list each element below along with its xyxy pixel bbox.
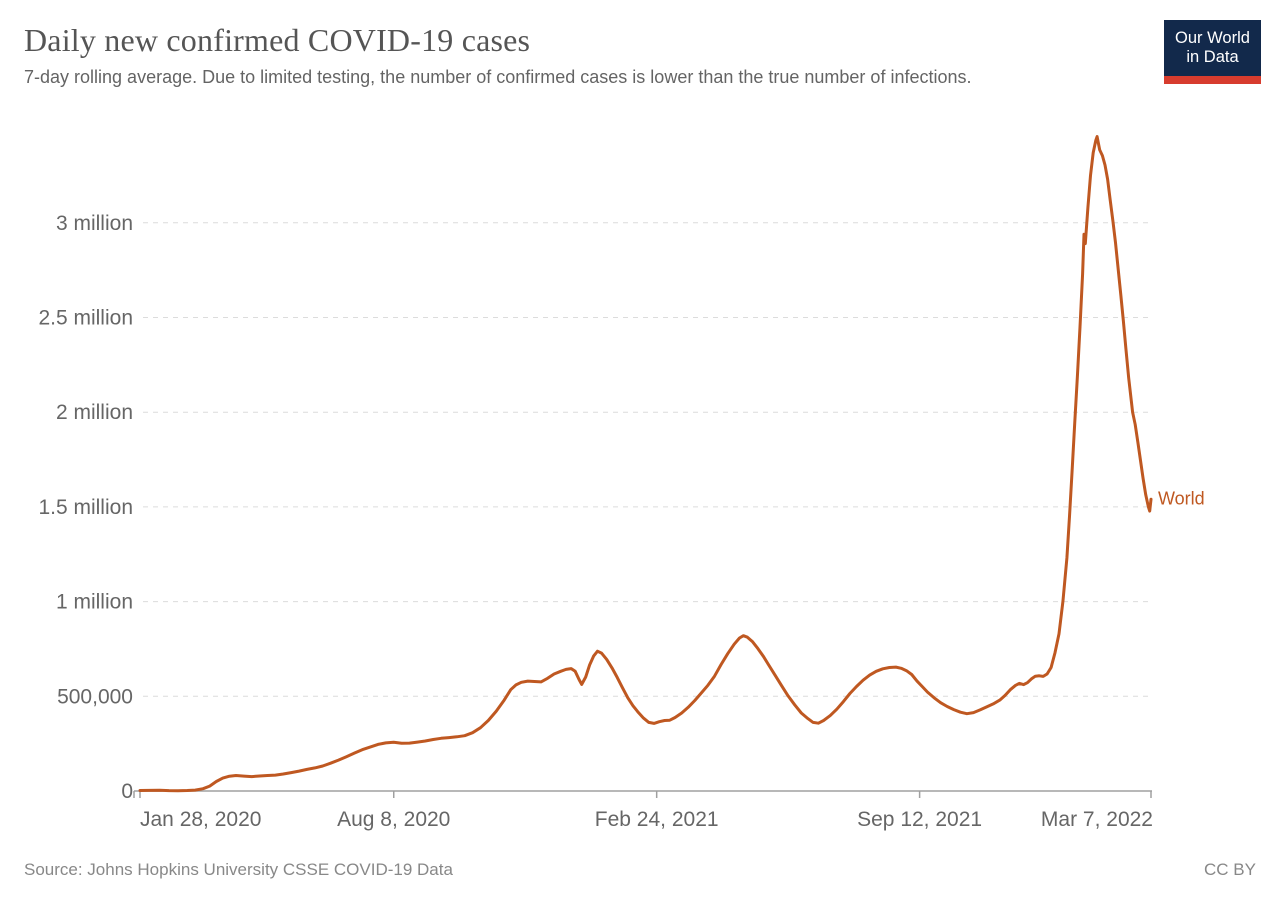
license-badge[interactable]: CC BY xyxy=(1204,860,1256,879)
x-axis-tick-label: Mar 7, 2022 xyxy=(1041,808,1153,831)
y-axis-tick-label: 1.5 million xyxy=(38,496,133,519)
y-axis-tick-label: 2.5 million xyxy=(38,307,133,330)
y-axis-tick-label: 1 million xyxy=(56,591,133,614)
source-note: Source: Johns Hopkins University CSSE CO… xyxy=(24,860,453,879)
y-axis-tick-label: 3 million xyxy=(56,212,133,235)
chart-header: Daily new confirmed COVID-19 cases 7-day… xyxy=(24,22,1154,89)
chart-footer: Source: Johns Hopkins University CSSE CO… xyxy=(24,860,1256,880)
x-axis-tick-label: Aug 8, 2020 xyxy=(337,808,450,831)
chart-title: Daily new confirmed COVID-19 cases xyxy=(24,22,531,58)
logo-line-2: in Data xyxy=(1186,48,1239,66)
logo-red-bar xyxy=(1164,76,1261,84)
y-axis-tick-label: 500,000 xyxy=(57,685,133,708)
x-axis-tick-label: Feb 24, 2021 xyxy=(595,808,719,831)
x-axis-tick-label: Sep 12, 2021 xyxy=(857,808,982,831)
y-axis-tick-label: 2 million xyxy=(56,401,133,424)
logo-line-1: Our World xyxy=(1175,28,1250,47)
y-axis-tick-label: 0 xyxy=(121,780,133,803)
owid-logo[interactable]: Our World in Data xyxy=(1164,20,1261,84)
series-line-world xyxy=(138,135,1153,793)
series-end-label: World xyxy=(1158,488,1205,508)
x-axis-tick-label: Jan 28, 2020 xyxy=(140,808,261,831)
chart-subtitle: 7-day rolling average. Due to limited te… xyxy=(24,67,972,87)
